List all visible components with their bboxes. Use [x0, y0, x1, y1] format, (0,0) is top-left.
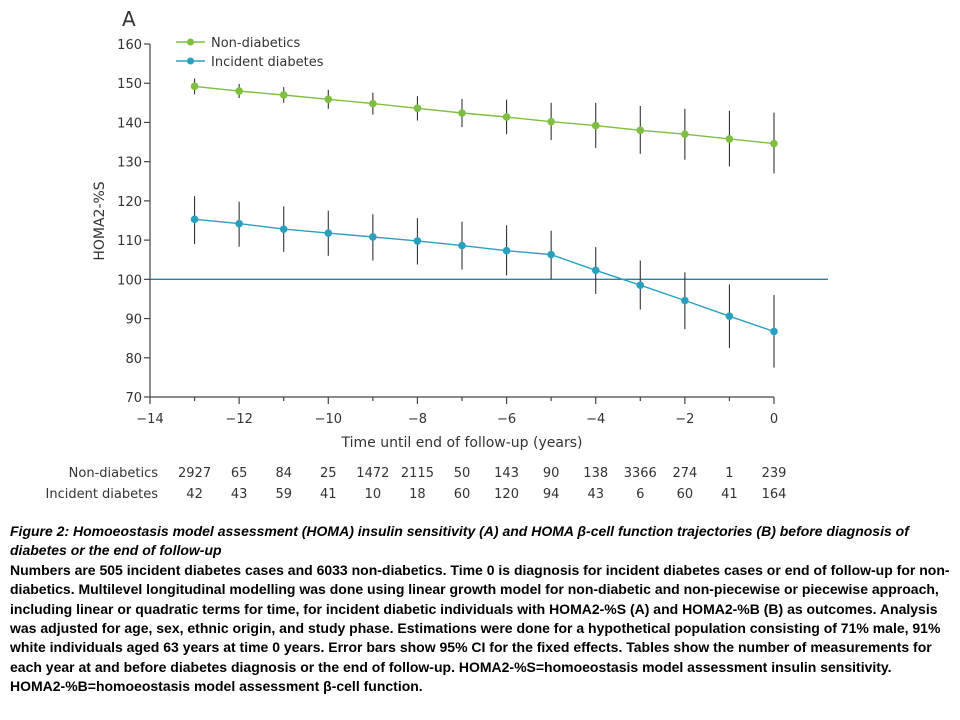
measurement-table: Non-diabetics 2927 65 84 25 1472 2115 50 143 90 13…: [46, 466, 787, 502]
table-cell: 84: [275, 466, 292, 481]
table-cell: 65: [231, 466, 248, 481]
legend-label: Non-diabetics: [211, 36, 301, 51]
x-tick-label: −6: [497, 412, 516, 427]
table-cell: 10: [365, 487, 382, 502]
table-cell: 143: [494, 466, 519, 481]
table-cell: 274: [672, 466, 697, 481]
data-point: [324, 95, 333, 104]
table-cell: 3366: [624, 466, 657, 481]
x-tick-label: −4: [586, 412, 605, 427]
data-point: [725, 135, 734, 143]
y-tick-label: 140: [117, 116, 142, 131]
table-cell: 60: [677, 487, 694, 502]
y-axis-label: HOMA2-%S: [92, 181, 108, 260]
panel-label: A: [122, 7, 136, 31]
y-tick-label: 110: [117, 234, 142, 249]
table-cell: 43: [231, 487, 248, 502]
table-cell: 1: [725, 466, 733, 481]
y-tick-label: 120: [117, 195, 142, 210]
data-point: [725, 312, 734, 321]
series-line: [194, 85, 775, 145]
data-point: [547, 117, 555, 126]
table-cell: 59: [275, 487, 292, 502]
table-cell: 164: [762, 487, 787, 502]
caption-title: Figure 2: Homoeostasis model assessment …: [10, 523, 909, 559]
y-tick-label: 70: [125, 391, 142, 406]
data-point: [458, 109, 466, 117]
caption-body: Numbers are 505 incident diabetes cases …: [10, 561, 950, 695]
table-cell: 1472: [356, 466, 389, 481]
table-cell: 25: [320, 466, 337, 481]
data-point: [547, 250, 555, 259]
table-cell: 239: [762, 466, 787, 481]
x-tick-label: −2: [675, 412, 694, 427]
table-cell: 90: [543, 466, 560, 481]
legend-label: Incident diabetes: [211, 55, 324, 70]
x-tick-label: −12: [225, 412, 252, 427]
data-point: [413, 104, 422, 113]
table-cell: 18: [409, 487, 426, 502]
table-cell: 42: [186, 487, 203, 502]
table-cell: 43: [587, 487, 604, 502]
table-cell: 138: [583, 466, 608, 481]
data-point: [190, 215, 199, 224]
data-point: [369, 233, 377, 241]
table-cell: 41: [721, 487, 738, 502]
data-point: [235, 87, 243, 95]
data-point: [324, 229, 333, 237]
table-cell: 60: [454, 487, 471, 502]
data-point: [770, 139, 778, 148]
table-cell: 2115: [401, 466, 434, 481]
legend-marker: [187, 57, 194, 65]
table-cell: 41: [320, 487, 337, 502]
data-point: [413, 237, 422, 245]
data-point: [279, 225, 288, 233]
data-point: [279, 91, 288, 99]
y-tick-label: 80: [125, 352, 142, 367]
data-point: [458, 241, 466, 250]
legend: Non-diabetics Incident diabetes: [176, 36, 324, 70]
legend-marker: [187, 38, 194, 46]
data-series: [190, 78, 778, 368]
y-tick-label: 100: [117, 273, 142, 288]
series-line: [194, 218, 775, 333]
y-tick-label: 130: [117, 156, 142, 171]
x-tick-label: −14: [136, 412, 163, 427]
figure-caption: Figure 2: Homoeostasis model assessment …: [10, 522, 950, 697]
x-tick-label: −8: [408, 412, 427, 427]
data-point: [636, 281, 645, 290]
y-tick-label: 90: [125, 313, 142, 328]
data-point: [770, 327, 778, 336]
data-point: [502, 113, 511, 121]
table-cell: 6: [636, 487, 644, 502]
table-cell: 50: [454, 466, 471, 481]
table-cell: 94: [543, 487, 560, 502]
table-cell: 2927: [178, 466, 211, 481]
table-row-label: Incident diabetes: [46, 487, 159, 502]
data-point: [681, 296, 689, 305]
data-point: [369, 99, 377, 108]
y-tick-label: 160: [117, 38, 142, 53]
x-axis-label: Time until end of follow-up (years): [341, 435, 583, 451]
data-point: [591, 266, 600, 275]
data-point: [502, 246, 511, 255]
data-point: [190, 82, 199, 91]
table-row-label: Non-diabetics: [69, 466, 159, 481]
x-tick-label: −10: [315, 412, 342, 427]
table-cell: 120: [494, 487, 519, 502]
data-point: [636, 126, 645, 135]
x-tick-label: 0: [770, 412, 778, 427]
y-tick-label: 150: [117, 77, 142, 92]
data-point: [591, 121, 600, 130]
axes: 70 80 90 100 110 120 130 140 150 160 −14 −12 −10 −8 −6…: [117, 38, 778, 427]
data-point: [235, 219, 243, 228]
data-point: [681, 130, 689, 139]
